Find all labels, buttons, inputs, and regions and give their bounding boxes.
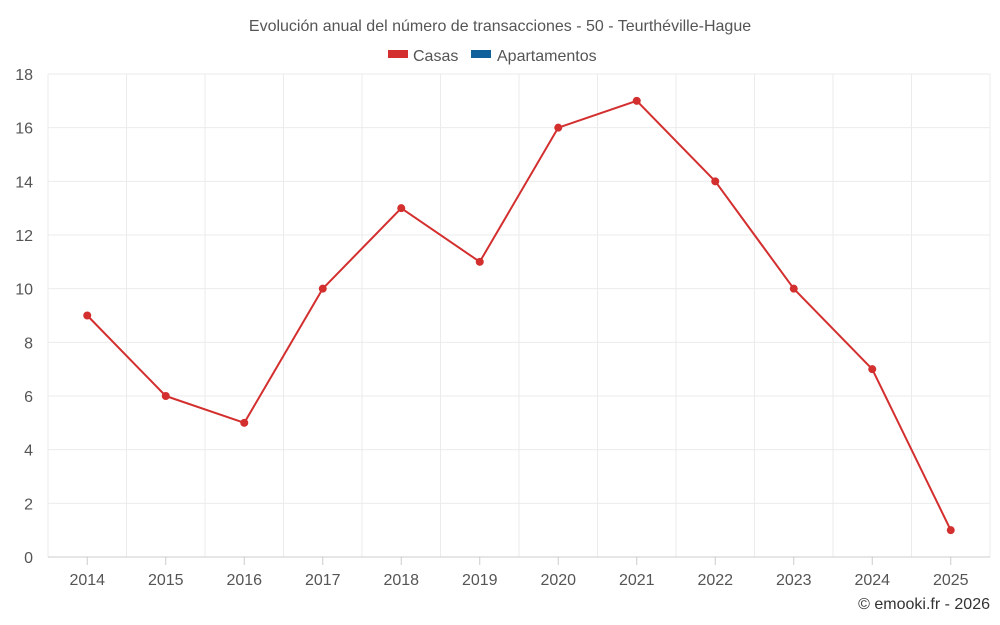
y-tick-label: 14 — [15, 174, 33, 191]
y-tick-label: 0 — [24, 550, 33, 567]
y-tick-label: 10 — [15, 282, 33, 299]
y-tick-label: 4 — [24, 443, 33, 460]
x-tick-label: 2023 — [776, 572, 812, 589]
x-tick-label: 2022 — [697, 572, 733, 589]
x-axis-ticks: 2014 2015 2016 2017 2018 2019 2020 2021 2022 2023… — [69, 557, 969, 589]
x-tick-label: 2025 — [933, 572, 969, 589]
x-tick-label: 2020 — [540, 572, 576, 589]
data-point-casas-2014[interactable] — [83, 311, 92, 320]
data-point-casas-2022[interactable] — [711, 177, 720, 186]
y-tick-label: 12 — [15, 228, 33, 245]
data-point-casas-2020[interactable] — [554, 123, 563, 132]
y-tick-label: 16 — [15, 121, 33, 138]
legend-swatch-apartamentos — [471, 50, 491, 58]
x-tick-label: 2015 — [148, 572, 184, 589]
y-tick-label: 18 — [15, 67, 33, 84]
x-tick-label: 2016 — [226, 572, 262, 589]
y-tick-label: 8 — [24, 335, 33, 352]
data-point-casas-2024[interactable] — [868, 365, 877, 374]
legend-item-apartamentos[interactable]: Apartamentos — [471, 48, 597, 65]
data-point-casas-2021[interactable] — [632, 96, 641, 105]
x-tick-label: 2018 — [383, 572, 419, 589]
data-point-casas-2017[interactable] — [318, 284, 327, 293]
y-tick-label: 6 — [24, 389, 33, 406]
grid — [47, 73, 991, 557]
series-casas — [83, 96, 955, 535]
x-tick-label: 2014 — [69, 572, 105, 589]
data-point-casas-2015[interactable] — [161, 392, 170, 400]
credit-text: © emooki.fr - 2026 — [858, 596, 990, 613]
y-tick-label: 2 — [24, 496, 33, 513]
data-point-casas-2018[interactable] — [397, 204, 406, 213]
legend-swatch-casas — [388, 50, 408, 58]
legend-label-casas: Casas — [413, 48, 458, 65]
data-point-casas-2016[interactable] — [240, 418, 249, 427]
x-tick-label: 2021 — [619, 572, 655, 589]
data-point-casas-2019[interactable] — [475, 257, 484, 266]
legend-item-casas[interactable]: Casas — [388, 48, 458, 65]
data-point-casas-2025[interactable] — [946, 526, 955, 535]
x-tick-label: 2017 — [305, 572, 341, 589]
x-tick-label: 2019 — [462, 572, 498, 589]
y-axis-ticks: 0 2 4 6 8 10 12 14 16 18 — [15, 67, 33, 567]
x-tick-label: 2024 — [854, 572, 890, 589]
series-line-casas — [86, 99, 952, 531]
legend-label-apartamentos: Apartamentos — [497, 48, 597, 65]
legend: Casas Apartamentos — [388, 48, 597, 65]
chart-title: Evolución anual del número de transaccio… — [249, 18, 751, 35]
data-point-casas-2023[interactable] — [789, 284, 798, 293]
